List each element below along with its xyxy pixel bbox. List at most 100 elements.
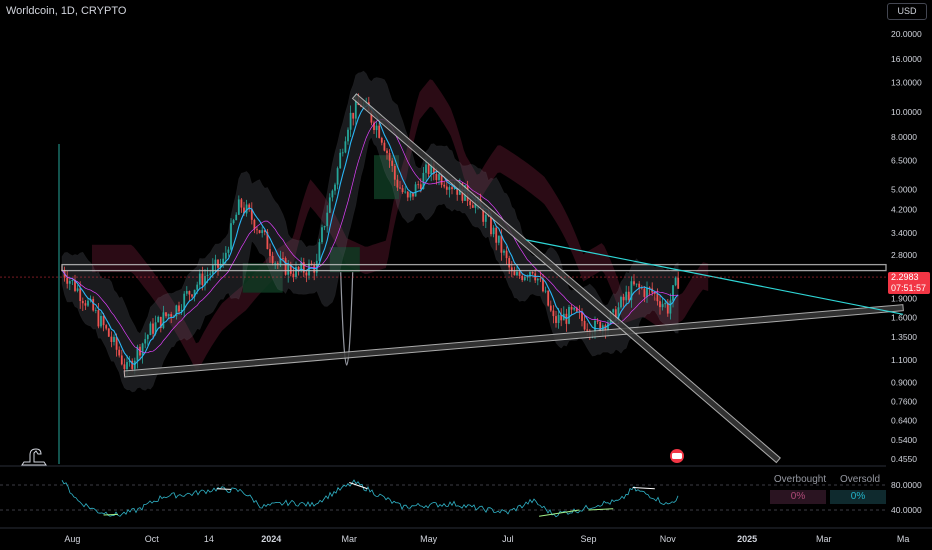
candle-body: [258, 230, 261, 234]
candle-body: [188, 291, 191, 295]
candle-body: [614, 309, 617, 321]
candle-body: [427, 164, 430, 175]
candle-body: [620, 296, 622, 308]
candle-body: [523, 276, 526, 281]
candle-body: [115, 336, 118, 350]
rsi-divergence-line: [588, 508, 614, 511]
candle-body: [300, 262, 303, 270]
price-axis[interactable]: 20.0000 16.0000 13.0000 10.0000 8.0000 6.5000…: [891, 29, 922, 515]
candle-body: [196, 284, 199, 290]
candle-body: [92, 298, 95, 311]
candle-body: [500, 235, 503, 253]
candle-body: [656, 293, 659, 302]
candle-body: [625, 291, 628, 301]
candle-body: [66, 277, 69, 284]
candle-body: [583, 320, 586, 330]
candle-body: [305, 272, 308, 276]
candle-body: [586, 329, 589, 331]
price-tick-label: 8.0000: [891, 132, 917, 142]
candle-body: [339, 152, 342, 169]
candle-body: [666, 302, 669, 314]
candle-body: [136, 346, 139, 361]
candle-body: [256, 229, 258, 231]
candle-body: [331, 190, 334, 198]
candle-body: [295, 266, 297, 278]
overbought-value: 0%: [770, 490, 826, 504]
candle-body: [510, 267, 513, 272]
candle-body: [503, 250, 505, 253]
candle-body: [349, 112, 352, 130]
price-tick-label: 0.6400: [891, 416, 917, 426]
candle-body: [211, 265, 214, 274]
candle-body: [419, 184, 422, 189]
bar-countdown: 07:51:57: [891, 283, 927, 293]
candle-body: [120, 355, 123, 365]
candle-body: [175, 305, 178, 317]
candle-body: [243, 207, 245, 214]
candle-body: [388, 153, 391, 161]
rsi-line: [61, 479, 679, 518]
price-tick-label: 6.5000: [891, 155, 917, 165]
candle-body: [630, 281, 633, 300]
candle-body: [560, 314, 563, 321]
currency-selector[interactable]: USD: [887, 3, 927, 20]
candle-body: [453, 188, 456, 190]
candle-body: [414, 184, 417, 197]
oversold-label: Oversold: [839, 474, 880, 485]
candle-body: [445, 186, 448, 190]
candle-body: [575, 307, 578, 312]
candle-body: [380, 137, 383, 143]
candle-body: [315, 260, 318, 273]
candle-body: [552, 310, 555, 317]
candle-body: [323, 226, 326, 228]
time-axis[interactable]: Aug Oct 14 2024 Mar May Jul Sep Nov 2025 Mar Ma: [64, 534, 909, 544]
candle-body: [107, 328, 110, 337]
rsi-divergence-line: [349, 481, 368, 490]
candle-body: [302, 262, 305, 273]
time-tick-label: Ma: [897, 534, 910, 544]
candle-body: [279, 257, 282, 264]
candle-body: [271, 255, 274, 264]
candle-body: [230, 223, 232, 250]
candle-body: [162, 312, 165, 329]
candle-body: [334, 184, 336, 191]
candle-body: [276, 263, 279, 264]
trendline-annotations[interactable]: [0, 93, 904, 464]
candle-body: [627, 291, 630, 300]
candle-body: [570, 306, 573, 310]
candle-body: [373, 122, 375, 131]
candle-body: [232, 220, 235, 224]
candle-body: [594, 320, 596, 335]
candle-body: [674, 277, 677, 286]
candle-body: [599, 321, 602, 332]
candle-body: [443, 184, 446, 187]
candle-body: [131, 360, 134, 369]
resistance-zone: [61, 263, 887, 272]
price-tick-label: 1.9000: [891, 293, 917, 303]
candle-body: [347, 129, 349, 142]
candle-body: [219, 263, 222, 268]
candle-body: [97, 310, 100, 327]
candle-body: [240, 199, 243, 208]
candle-body: [81, 300, 84, 304]
candle-body: [248, 204, 251, 210]
time-tick-label: 14: [204, 534, 214, 544]
price-tick-label: 0.7600: [891, 396, 917, 406]
candle-body: [206, 274, 209, 277]
candle-body: [448, 187, 451, 190]
candle-body: [581, 312, 583, 321]
time-tick-label: Mar: [342, 534, 358, 544]
candle-body: [518, 271, 521, 276]
candle-body: [393, 165, 396, 180]
candle-body: [513, 271, 516, 276]
candle-body: [128, 360, 131, 363]
candle-body: [484, 214, 487, 222]
candle-body: [677, 277, 680, 289]
candle-body: [638, 283, 641, 288]
price-tick-label: 5.0000: [891, 185, 917, 195]
overbought-label: Overbought: [773, 474, 827, 485]
price-tick-label: 20.0000: [891, 29, 922, 39]
candle-body: [539, 278, 542, 280]
candle-body: [643, 288, 646, 297]
